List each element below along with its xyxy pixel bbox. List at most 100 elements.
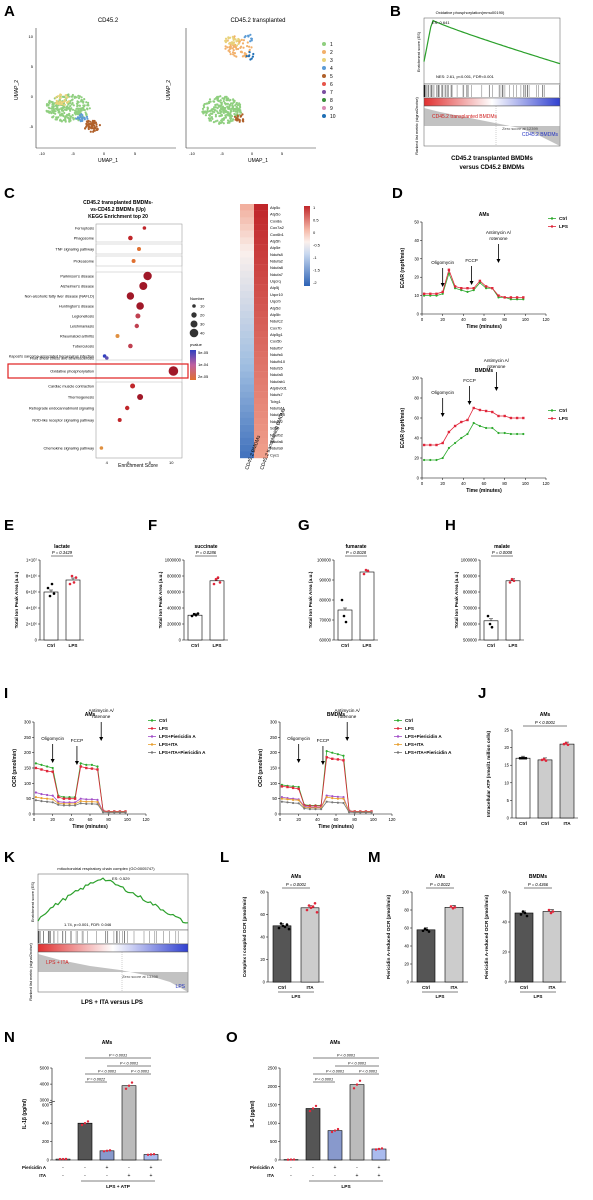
data-point xyxy=(70,574,74,578)
y-tick-label: 250 xyxy=(270,735,278,740)
series-point xyxy=(79,800,82,803)
heatmap-gene-label: Ndufa9 xyxy=(270,446,284,451)
panel-c-kegg: CD45.2 transplanted BMDMs- vs-CD45.2 BMD… xyxy=(7,200,321,471)
injection-arrowhead xyxy=(440,413,445,417)
umap-point xyxy=(228,121,231,124)
y-tick-label: 0 xyxy=(407,980,410,985)
bar-chart-title: BMDMs xyxy=(529,874,548,880)
umap-point xyxy=(77,94,80,97)
series-point xyxy=(422,443,426,447)
umap-point xyxy=(206,108,209,112)
series-point xyxy=(286,785,289,789)
umap-point xyxy=(224,103,227,106)
heatmap-cell xyxy=(240,324,254,332)
umap-point xyxy=(56,95,59,98)
umap-point xyxy=(81,118,84,122)
data-point xyxy=(218,581,222,584)
series-point xyxy=(485,426,488,430)
y-axis-label: IL-6 (pg/ml) xyxy=(250,1100,256,1127)
y-tick-label: 0 xyxy=(47,1158,50,1163)
kegg-xtick: 6 xyxy=(127,460,130,465)
kegg-pvalue-tick: 5e-05 xyxy=(198,350,209,355)
umap-point xyxy=(232,99,235,102)
umap-point xyxy=(233,112,236,116)
data-point xyxy=(544,759,548,762)
category-label: Ctrl xyxy=(519,821,527,826)
p-value-label: P = 0.3429 xyxy=(52,550,73,555)
series-point xyxy=(314,808,317,811)
data-point xyxy=(292,1158,296,1161)
treatment-sign: - xyxy=(290,1165,292,1171)
heatmap-gene-label: Ndufs8 xyxy=(270,252,283,257)
data-point xyxy=(72,581,76,584)
series-point xyxy=(297,785,300,789)
data-point xyxy=(309,906,313,910)
data-point xyxy=(196,612,200,615)
series-point xyxy=(485,287,488,290)
series-point xyxy=(320,808,323,811)
umap-point xyxy=(81,106,84,110)
series-point xyxy=(522,432,525,436)
heatmap-cell xyxy=(240,431,254,439)
y-tick-label: 0 xyxy=(417,476,420,481)
heatmap-scale-ticks: 1 0.5 0 -0.5 -1 -1.5 -2 xyxy=(313,205,321,285)
kegg-term-label: Parkinson's disease xyxy=(60,275,94,279)
umap-point xyxy=(240,114,243,117)
umap-point xyxy=(221,105,224,108)
heatmap-gene-label: Ndufa2 xyxy=(270,258,284,263)
bar xyxy=(300,907,320,983)
umap-point xyxy=(63,111,66,115)
umap-point xyxy=(80,96,83,99)
legend-label: Ctrl xyxy=(159,718,167,723)
series-point xyxy=(79,797,82,800)
category-label: LPS xyxy=(69,643,78,648)
umap-legend-label: 5 xyxy=(330,74,333,80)
kegg-dot xyxy=(168,366,179,376)
data-point xyxy=(425,928,429,932)
heatmap-cell xyxy=(254,397,268,405)
series-point xyxy=(303,807,306,810)
heatmap-cell xyxy=(240,344,254,352)
umap-point xyxy=(248,51,251,54)
p-value-label: P = 0.0031 xyxy=(109,1054,127,1058)
kegg-term-label: Alzheimer's disease xyxy=(60,285,94,289)
series-point xyxy=(34,799,38,802)
umap-point xyxy=(230,110,233,113)
legend-label: Ctrl xyxy=(559,408,567,413)
umap-point xyxy=(249,33,252,36)
umap-point xyxy=(96,128,99,131)
umap-legend-label: 1 xyxy=(330,42,333,48)
category-label: ITA xyxy=(450,985,458,990)
heatmap-cell xyxy=(254,331,268,338)
category-label: Ctrl xyxy=(487,643,495,648)
chart-title: AMs xyxy=(85,712,96,718)
metabolite-title: lactate xyxy=(54,544,70,550)
heatmap-scale-tick: -0.5 xyxy=(313,243,321,248)
umap-point xyxy=(219,95,222,98)
y-tick-label: 2×10⁶ xyxy=(26,622,37,627)
y-tick-label: 80000 xyxy=(319,598,331,603)
kegg-dot xyxy=(130,383,136,389)
heatmap-cell xyxy=(254,337,268,345)
series-point xyxy=(113,811,116,814)
umap-point xyxy=(75,117,78,120)
heatmap-cell xyxy=(240,451,254,459)
heatmap-cell xyxy=(240,437,254,445)
series-point xyxy=(62,801,65,804)
bar xyxy=(371,1148,387,1161)
group-label: LPS xyxy=(292,994,301,999)
umap-point xyxy=(226,105,229,108)
series-point xyxy=(441,456,444,460)
umap-xtick: 5 xyxy=(281,151,284,156)
umap-point xyxy=(93,127,96,130)
legend-label: LPS xyxy=(559,416,568,421)
data-point xyxy=(146,1153,150,1157)
heatmap-cell xyxy=(254,437,268,445)
heatmap-cell xyxy=(240,210,254,218)
gsea-k-neg-label: LPS xyxy=(176,984,186,990)
data-point xyxy=(289,1158,293,1161)
y-tick-label: 0 xyxy=(417,312,420,317)
y-tick-label: 600000 xyxy=(463,622,478,627)
